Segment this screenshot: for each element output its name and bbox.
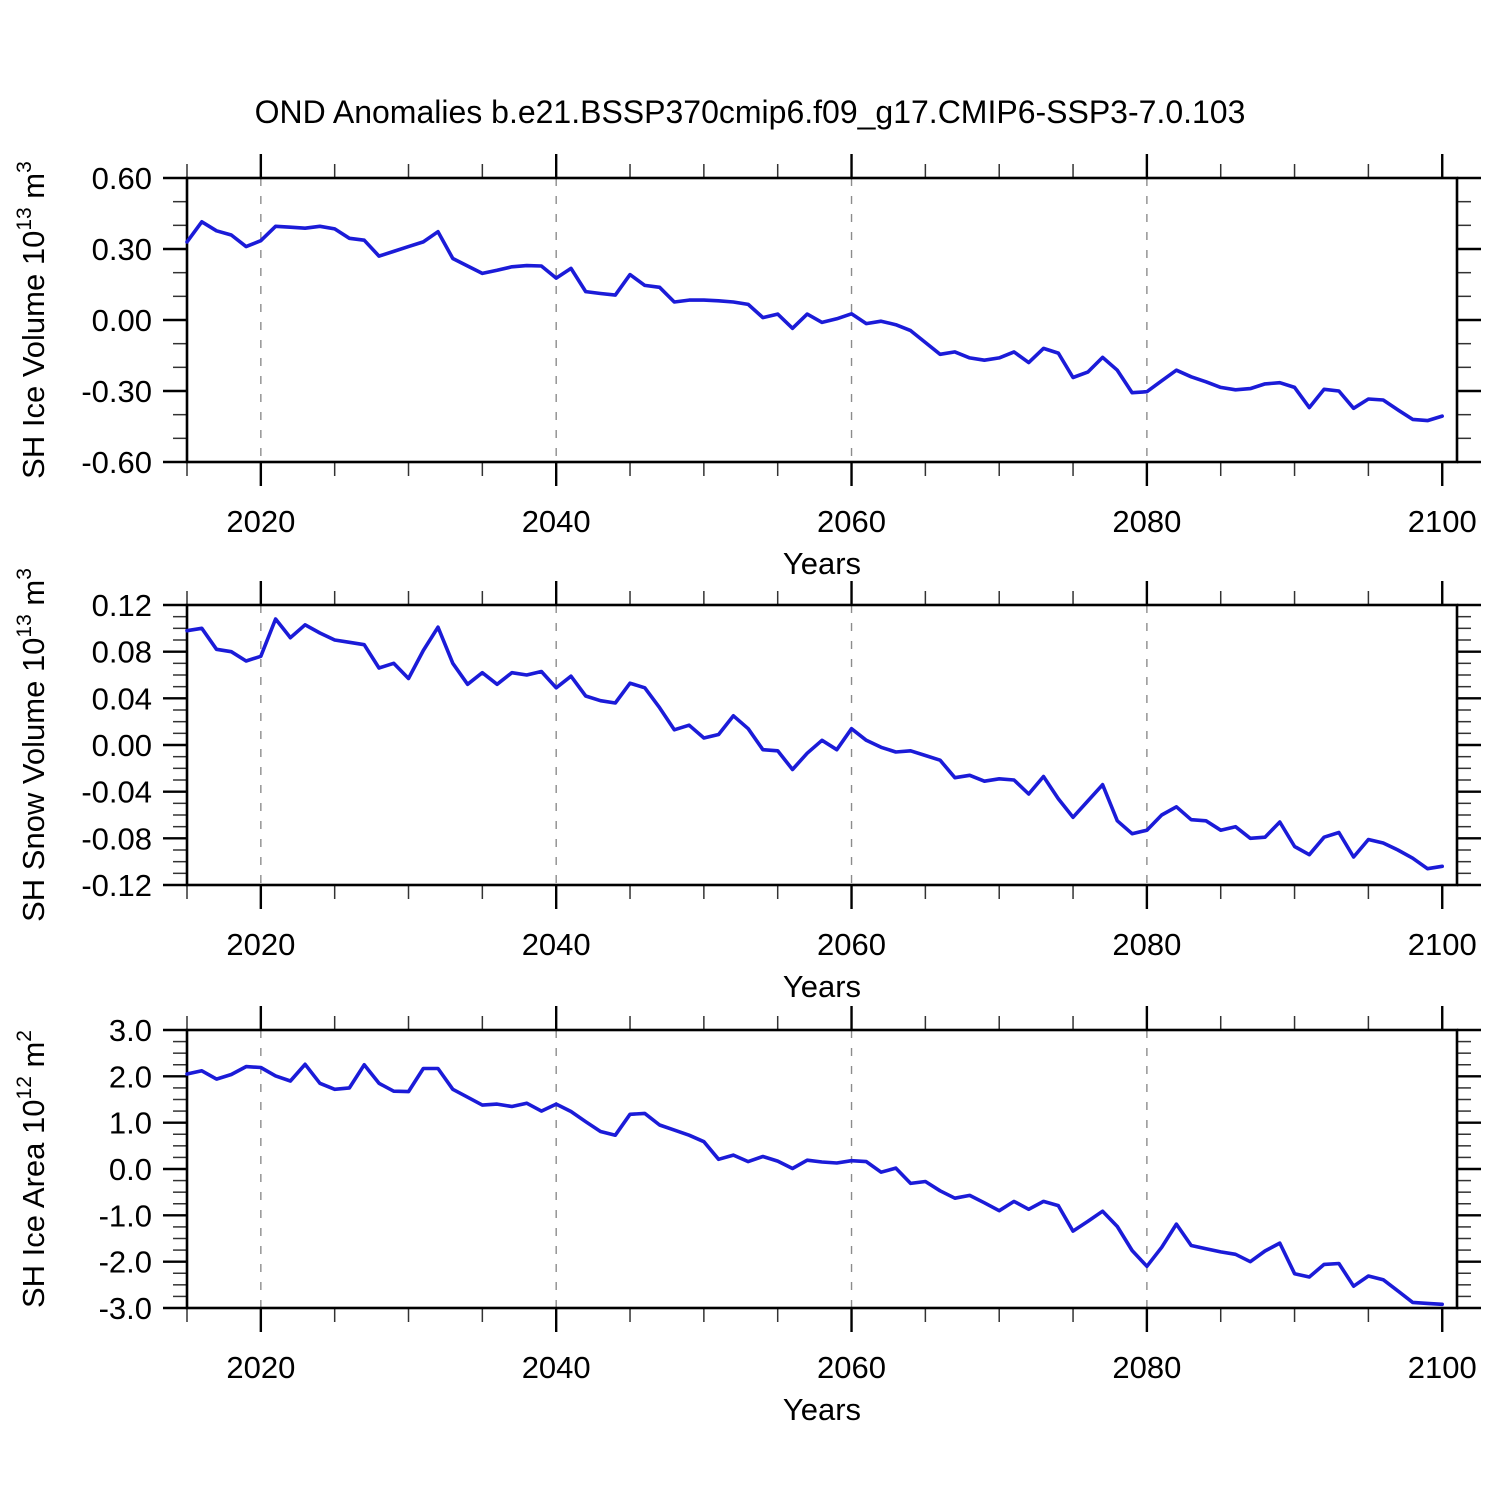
panel-sh-ice-area: 3.0 2.0 1.0 0.0 -1.0 -2.0 -3.0 2020 2040 2060 2080… <box>13 1006 1481 1427</box>
x-major-ticks: 2020 2040 2060 2080 2100 <box>226 154 1477 539</box>
x-tick-label: 2020 <box>226 504 295 539</box>
x-tick-label: 2080 <box>1112 504 1181 539</box>
chart-title: OND Anomalies b.e21.BSSP370cmip6.f09_g17… <box>254 94 1246 130</box>
y-tick-label: 0.08 <box>92 635 152 670</box>
y-tick-label: 0.30 <box>92 232 152 267</box>
y-tick-label: -2.0 <box>99 1245 152 1280</box>
y-major-ticks: 3.0 2.0 1.0 0.0 -1.0 -2.0 -3.0 <box>99 1013 1481 1326</box>
x-tick-label: 2040 <box>522 927 591 962</box>
y-minor-ticks <box>173 615 1471 875</box>
y-axis-title: SH Ice Volume 1013 m3 <box>13 161 51 479</box>
y-tick-label: 0.60 <box>92 161 152 196</box>
series-sh-ice-volume <box>185 220 1444 423</box>
y-major-ticks: 0.12 0.08 0.04 0.00 -0.04 -0.08 -0.12 <box>81 588 1481 903</box>
x-minor-ticks <box>186 1016 1370 1322</box>
y-tick-label: -1.0 <box>99 1198 152 1233</box>
y-tick-label: 0.00 <box>92 728 152 763</box>
series-sh-snow-volume <box>185 617 1444 871</box>
y-tick-label: 0.04 <box>92 681 152 716</box>
plot-frame <box>185 1028 1459 1310</box>
y-tick-label: -0.08 <box>81 821 152 856</box>
y-tick-label: -0.30 <box>81 374 152 409</box>
gridlines <box>260 605 1148 885</box>
plot-frame <box>185 176 1459 464</box>
x-major-ticks: 2020 2040 2060 2080 2100 <box>226 1006 1477 1385</box>
x-tick-label: 2060 <box>817 927 886 962</box>
y-axis-title: SH Snow Volume 1013 m3 <box>13 568 51 922</box>
x-minor-ticks <box>186 164 1370 476</box>
y-tick-label: 0.0 <box>109 1152 152 1187</box>
x-tick-label: 2060 <box>817 504 886 539</box>
gridlines <box>260 1030 1148 1308</box>
y-axis-title: SH Ice Area 1012 m2 <box>13 1030 51 1308</box>
gridlines <box>260 178 1148 462</box>
y-tick-label: 0.00 <box>92 303 152 338</box>
x-axis-title: Years <box>783 969 861 1004</box>
y-tick-label: 2.0 <box>109 1059 152 1094</box>
x-tick-label: 2040 <box>522 1350 591 1385</box>
x-tick-label: 2020 <box>226 927 295 962</box>
y-minor-ticks <box>173 1040 1471 1298</box>
series-sh-ice-area <box>185 1062 1444 1307</box>
x-tick-label: 2100 <box>1408 927 1477 962</box>
y-minor-ticks <box>173 200 1471 440</box>
y-tick-label: -0.12 <box>81 868 152 903</box>
panel-sh-ice-volume: 0.60 0.30 0.00 -0.30 -0.60 2020 2040 2060 2080 21… <box>13 154 1481 581</box>
x-tick-label: 2100 <box>1408 504 1477 539</box>
x-tick-label: 2060 <box>817 1350 886 1385</box>
x-tick-label: 2020 <box>226 1350 295 1385</box>
x-tick-label: 2100 <box>1408 1350 1477 1385</box>
y-tick-label: 3.0 <box>109 1013 152 1048</box>
x-tick-label: 2040 <box>522 504 591 539</box>
x-axis-title: Years <box>783 1392 861 1427</box>
y-tick-label: 1.0 <box>109 1106 152 1141</box>
plot-frame <box>185 603 1459 887</box>
y-tick-label: 0.12 <box>92 588 152 623</box>
x-tick-label: 2080 <box>1112 927 1181 962</box>
x-minor-ticks <box>186 591 1370 899</box>
x-tick-label: 2080 <box>1112 1350 1181 1385</box>
y-major-ticks: 0.60 0.30 0.00 -0.30 -0.60 <box>81 161 1481 480</box>
y-tick-label: -0.60 <box>81 445 152 480</box>
x-axis-title: Years <box>783 546 861 581</box>
y-tick-label: -3.0 <box>99 1291 152 1326</box>
y-tick-label: -0.04 <box>81 775 152 810</box>
x-major-ticks: 2020 2040 2060 2080 2100 <box>226 581 1477 962</box>
